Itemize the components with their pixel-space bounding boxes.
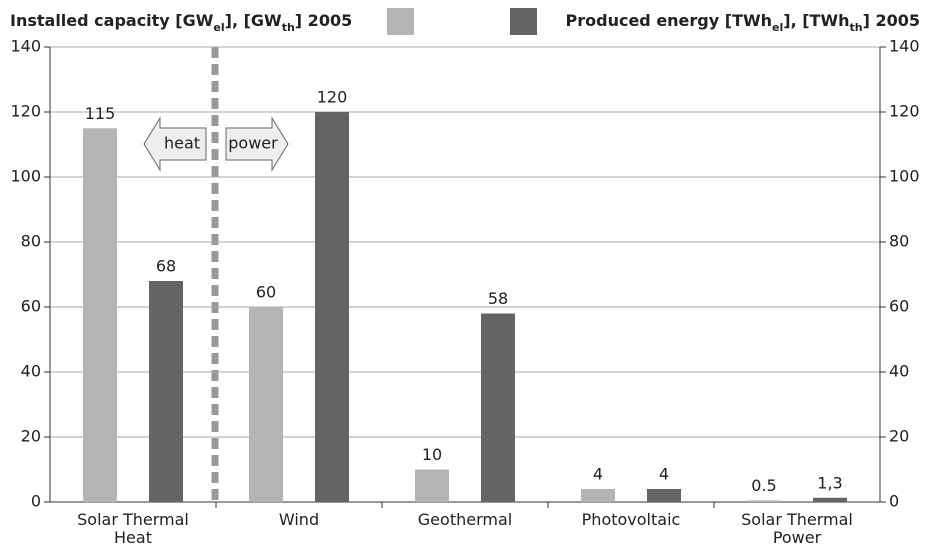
data-label: 58 [488, 289, 508, 308]
annotation: heat [164, 134, 200, 153]
y-tick-label: 120 [10, 102, 41, 121]
data-label: 4 [593, 465, 603, 484]
legend-label: Produced energy [TWhel], [TWhth] 2005 [566, 11, 921, 34]
bar [249, 307, 283, 502]
bar [481, 313, 515, 502]
bar [581, 489, 615, 502]
y-tick-label: 80 [21, 232, 41, 251]
y2-tick-label: 140 [889, 37, 920, 56]
y2-tick-label: 80 [889, 232, 909, 251]
data-label: 0.5 [751, 476, 776, 495]
data-label: 60 [256, 283, 276, 302]
bar [747, 500, 781, 502]
bar [647, 489, 681, 502]
data-label: 10 [422, 445, 442, 464]
x-tick-label: Wind [278, 510, 320, 529]
x-tick-label: Solar Thermal Power [741, 510, 853, 547]
x-tick-label: Geothermal [417, 510, 513, 529]
y2-tick-label: 100 [889, 167, 920, 186]
x-tick-label: Photovoltaic [581, 510, 681, 529]
x-tick-label: Solar Thermal Heat [77, 510, 189, 547]
data-label: 120 [317, 88, 348, 107]
data-label: 1,3 [817, 473, 842, 492]
y2-tick-label: 120 [889, 102, 920, 121]
power-arrow [225, 116, 289, 172]
y2-tick-label: 0 [889, 492, 899, 511]
data-label: 115 [85, 104, 116, 123]
y2-tick-label: 40 [889, 362, 909, 381]
bar [813, 497, 847, 502]
bar [149, 281, 183, 502]
y-tick-label: 40 [21, 362, 41, 381]
y-tick-label: 140 [10, 37, 41, 56]
y2-tick-label: 20 [889, 427, 909, 446]
legend-label: Installed capacity [GWel], [GWth] 2005 [10, 11, 352, 34]
legend-swatch [510, 8, 537, 35]
y-tick-label: 20 [21, 427, 41, 446]
annotation: power [228, 134, 278, 153]
y2-tick-label: 60 [889, 297, 909, 316]
bar [415, 469, 449, 502]
heat-arrow [143, 116, 207, 172]
bar [83, 128, 117, 502]
data-label: 4 [659, 465, 669, 484]
y-tick-label: 60 [21, 297, 41, 316]
legend-swatch [387, 8, 414, 35]
bar [315, 112, 349, 502]
y-tick-label: 0 [31, 492, 41, 511]
data-label: 68 [156, 257, 176, 276]
y-tick-label: 100 [10, 167, 41, 186]
